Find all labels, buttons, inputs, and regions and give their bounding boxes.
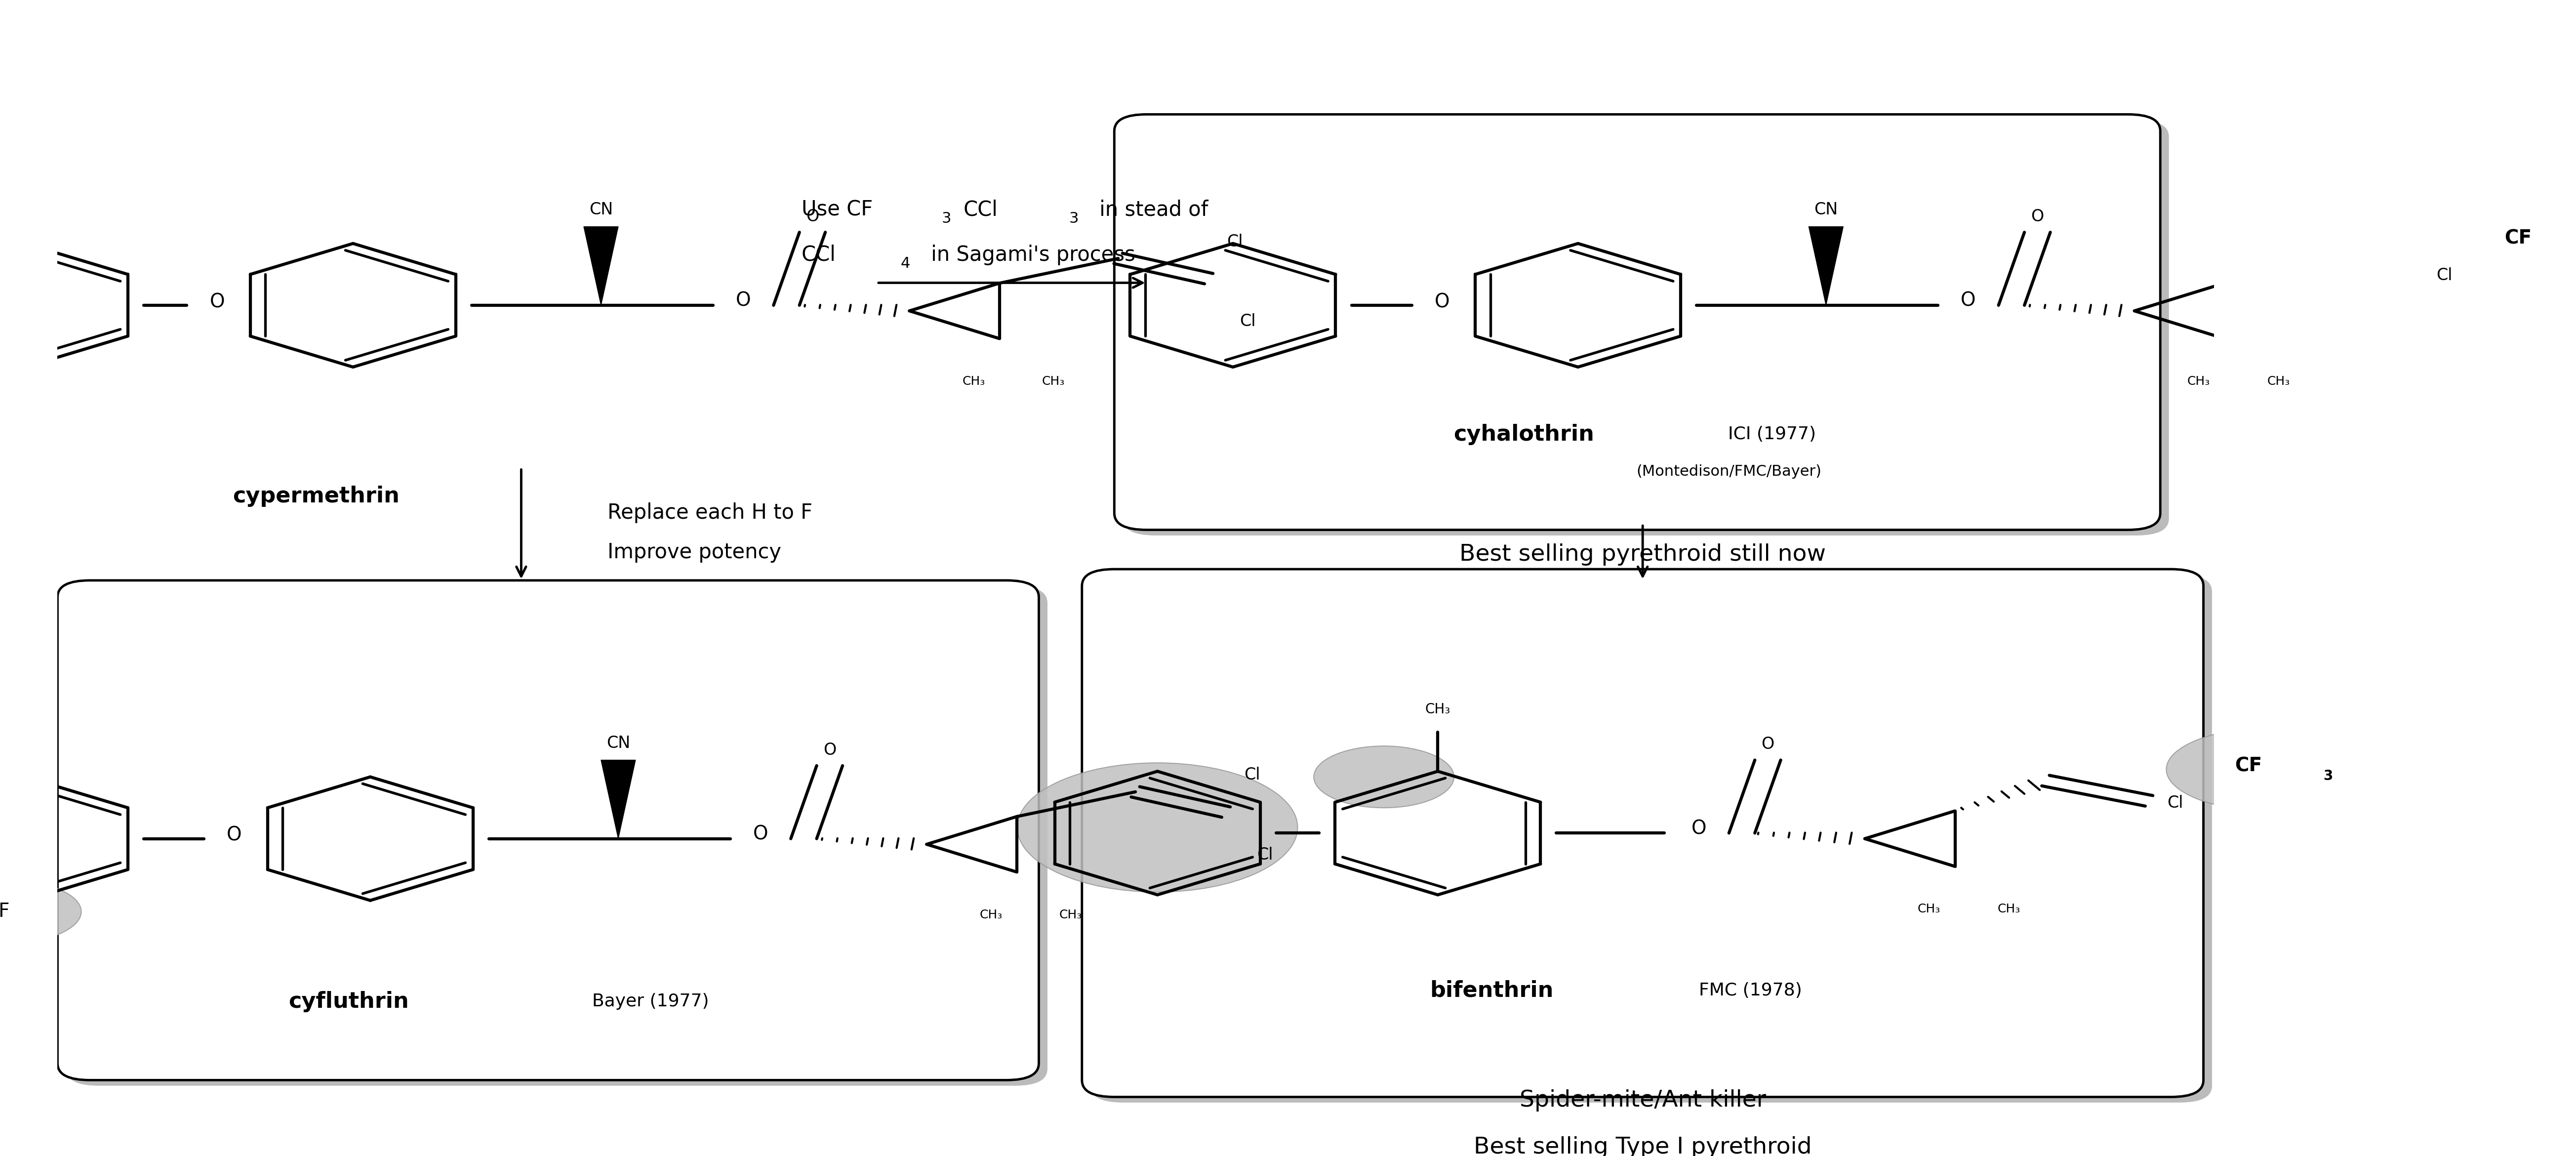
Text: Cl: Cl <box>2166 795 2182 812</box>
Text: O: O <box>209 292 224 311</box>
Text: Best selling pyrethroid still now: Best selling pyrethroid still now <box>1461 543 1826 565</box>
Text: F: F <box>0 903 10 921</box>
Text: CN: CN <box>605 735 631 751</box>
Ellipse shape <box>1314 746 1453 808</box>
Text: O: O <box>1762 736 1775 753</box>
Text: Replace each H to F: Replace each H to F <box>608 503 811 524</box>
Text: 3: 3 <box>2324 769 2334 783</box>
FancyBboxPatch shape <box>67 586 1048 1085</box>
Text: CH₃: CH₃ <box>963 376 984 387</box>
Polygon shape <box>1808 227 1844 305</box>
Text: O: O <box>752 824 768 844</box>
FancyBboxPatch shape <box>57 580 1038 1080</box>
Text: CH₃: CH₃ <box>1043 376 1064 387</box>
Text: Cl: Cl <box>1257 846 1273 862</box>
Text: 3: 3 <box>1069 212 1079 225</box>
Polygon shape <box>585 227 618 305</box>
Text: 3: 3 <box>943 212 951 225</box>
Text: Cl: Cl <box>1226 234 1242 250</box>
FancyBboxPatch shape <box>1090 575 2213 1103</box>
Text: Improve potency: Improve potency <box>608 542 781 563</box>
Ellipse shape <box>1018 763 1298 892</box>
FancyBboxPatch shape <box>1082 569 2202 1097</box>
Text: (Montedison/FMC/Bayer): (Montedison/FMC/Bayer) <box>1636 465 1821 479</box>
Text: O: O <box>1692 820 1705 838</box>
Text: ICI (1977): ICI (1977) <box>1728 427 1816 443</box>
Text: CH₃: CH₃ <box>1425 703 1450 717</box>
Text: CH₃: CH₃ <box>1917 903 1940 916</box>
Text: in stead of: in stead of <box>1092 200 1208 220</box>
Text: cypermethrin: cypermethrin <box>232 486 399 506</box>
Text: cyhalothrin: cyhalothrin <box>1453 424 1595 445</box>
Text: CN: CN <box>590 201 613 218</box>
Text: in Sagami's process: in Sagami's process <box>925 244 1136 265</box>
Text: Bayer (1977): Bayer (1977) <box>592 993 708 1010</box>
Text: CH₃: CH₃ <box>1996 903 2020 916</box>
Text: O: O <box>227 825 242 845</box>
Text: Spider-mite/Ant killer: Spider-mite/Ant killer <box>1520 1089 1767 1111</box>
Ellipse shape <box>2166 727 2383 812</box>
Text: Best selling Type I pyrethroid: Best selling Type I pyrethroid <box>1473 1136 1811 1156</box>
Text: CF: CF <box>2233 757 2262 776</box>
Text: FMC (1978): FMC (1978) <box>1700 981 1803 999</box>
Text: CF: CF <box>2504 229 2532 247</box>
Polygon shape <box>600 759 636 838</box>
Text: cyfluthrin: cyfluthrin <box>289 991 410 1013</box>
Text: O: O <box>806 208 819 224</box>
FancyBboxPatch shape <box>1123 120 2169 535</box>
Ellipse shape <box>0 880 82 943</box>
Text: 4: 4 <box>902 257 909 271</box>
Text: O: O <box>1960 291 1976 310</box>
Text: CN: CN <box>1814 201 1837 218</box>
Text: CH₃: CH₃ <box>2267 376 2290 387</box>
Text: O: O <box>1435 292 1450 311</box>
Text: CH₃: CH₃ <box>1059 909 1082 920</box>
Text: CCl: CCl <box>801 244 837 265</box>
Text: Cl: Cl <box>1239 313 1255 329</box>
Text: Cl: Cl <box>2437 267 2452 283</box>
Text: CH₃: CH₃ <box>2187 376 2210 387</box>
Text: bifenthrin: bifenthrin <box>1430 979 1553 1001</box>
FancyBboxPatch shape <box>1115 114 2161 529</box>
Text: CH₃: CH₃ <box>979 909 1002 920</box>
Text: Cl: Cl <box>1244 766 1260 783</box>
Text: O: O <box>2030 208 2043 224</box>
Ellipse shape <box>2437 200 2576 283</box>
Text: O: O <box>824 742 837 758</box>
Text: CCl: CCl <box>963 200 997 220</box>
Text: Use CF: Use CF <box>801 200 873 220</box>
Text: O: O <box>737 291 750 310</box>
